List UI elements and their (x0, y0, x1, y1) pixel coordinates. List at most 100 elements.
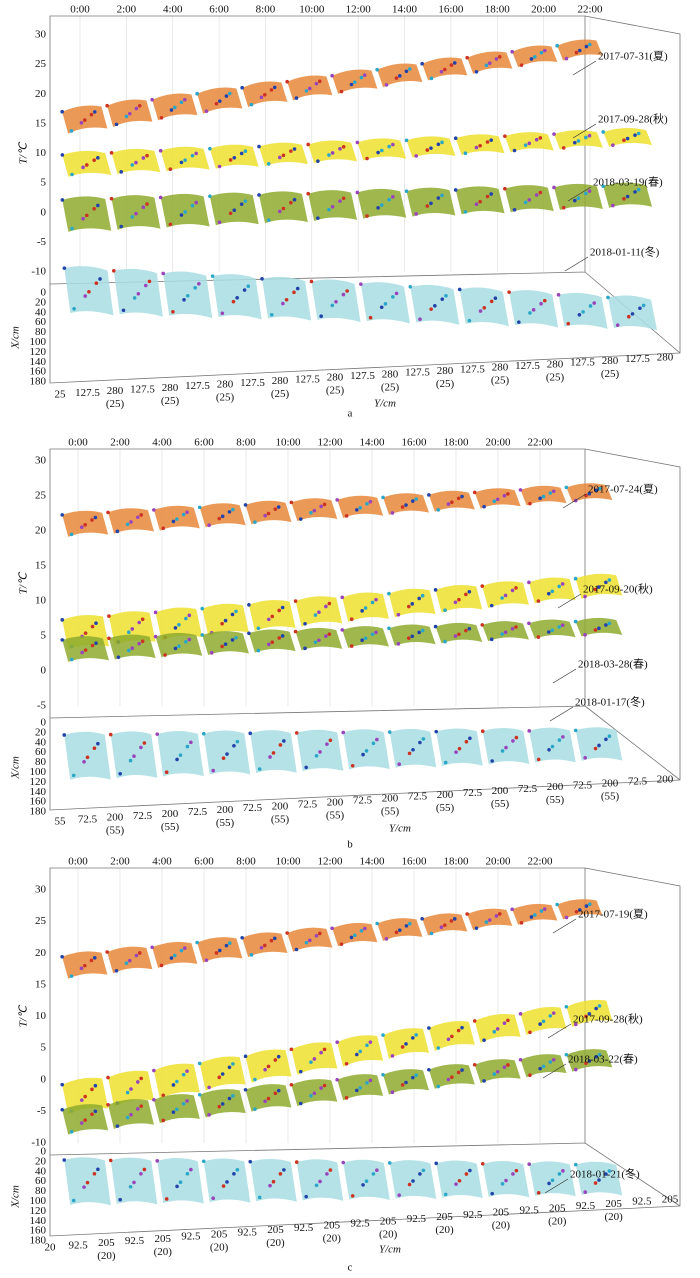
y-tick-label: 127.5 (130, 383, 155, 395)
t-tick-label: 20 (35, 947, 47, 959)
sensor-dot (352, 933, 357, 938)
sensor-dot (529, 915, 534, 919)
y-tick-label: (55) (326, 809, 345, 821)
sensor-dot (453, 136, 458, 141)
sensor-dot (84, 163, 89, 167)
sensor-dot (292, 197, 297, 202)
sensor-dot (464, 592, 468, 597)
sensor-dot (272, 85, 277, 90)
sensor-dot (304, 1194, 308, 1199)
sensor-dot (442, 67, 447, 72)
sensor-dot (468, 736, 472, 741)
frame (49, 867, 681, 1237)
sensor-dot (485, 194, 490, 199)
sensor-dot (429, 76, 434, 81)
y-tick-label: 205 (98, 1237, 115, 1249)
y-tick-label: (25) (601, 368, 620, 380)
sensor-dot (411, 1036, 415, 1040)
sensor-dot (446, 502, 451, 506)
sensor-dot (397, 74, 402, 78)
sensor-dot (552, 185, 556, 190)
sensor-dot (79, 525, 84, 529)
sensor-dot (519, 63, 524, 67)
sensor-dot (429, 201, 433, 206)
sensor-dot (583, 594, 587, 599)
y-tick-label: 92.5 (181, 1231, 201, 1243)
sensor-dot (142, 1167, 147, 1172)
sensor-dot (293, 599, 298, 603)
y-tick-label: (20) (154, 1246, 173, 1258)
sensor-dot (384, 83, 389, 87)
sensor-dot (248, 731, 253, 736)
sensor-dot (217, 948, 222, 953)
sensor-dot (181, 1101, 186, 1106)
sensor-dot (443, 608, 447, 612)
sensor-dot (450, 500, 454, 505)
sensor-dot (436, 196, 441, 200)
sensor-dot (322, 1083, 327, 1088)
sensor-dot (344, 1096, 349, 1100)
sensor-dot (220, 311, 225, 316)
sensor-dot (168, 167, 173, 171)
t-axis-label: T/℃ (18, 1004, 30, 1027)
sensor-dot (325, 742, 329, 746)
sensor-dot (278, 743, 283, 747)
sensor-dot (527, 729, 532, 733)
sensor-dot (109, 196, 114, 201)
sensor-dot (79, 1098, 84, 1102)
x-tick-label: 60 (35, 1175, 47, 1187)
sensor-dot (276, 505, 281, 509)
sensor-dot (327, 153, 331, 157)
sensor-dot (583, 633, 587, 637)
sensor-dot (62, 266, 67, 270)
sensor-dot (94, 281, 99, 286)
sensor-dot (243, 1087, 248, 1092)
sensor-dot (418, 317, 422, 322)
time-tick-label: 8:00 (256, 4, 276, 16)
sensor-dot (173, 646, 178, 651)
sensor-dot (474, 69, 479, 74)
sensor-dot (90, 643, 95, 648)
sensor-dot (330, 151, 335, 155)
sensor-dot (584, 135, 588, 140)
sensor-dot (552, 132, 556, 136)
sensor-dot (60, 109, 64, 114)
sensor-dot (164, 1197, 169, 1201)
sensor-dot (234, 609, 238, 614)
sensor-dot (538, 190, 543, 195)
sensor-dot (90, 518, 94, 522)
sensor-dot (204, 109, 209, 114)
sensor-dot (294, 731, 299, 735)
y-tick-label: (25) (161, 395, 180, 407)
sensor-dot (474, 145, 479, 150)
sensor-dot (83, 522, 87, 527)
sensor-dot (83, 294, 88, 298)
sensor-dot (137, 951, 142, 955)
sensor-dot (266, 1096, 271, 1101)
sensor-dot (440, 297, 445, 301)
sensor-dot (536, 1191, 541, 1195)
sensor-dot (214, 101, 219, 106)
sensor-dot (572, 198, 577, 203)
sensor-dot (307, 938, 312, 943)
sensor-dot (387, 144, 391, 149)
sensor-dot (314, 933, 319, 938)
sensor-dot (232, 208, 237, 213)
sensor-dot (220, 514, 225, 519)
sensor-dot (584, 1014, 588, 1019)
sensor-dot (178, 753, 183, 757)
sensor-dot (132, 1180, 136, 1185)
y-tick-label: 72.5 (408, 791, 428, 803)
sensor-dot (83, 631, 88, 635)
sensor-dot (171, 309, 175, 314)
sensor-dot (243, 503, 248, 507)
time-tick-label: 18:00 (485, 4, 511, 16)
sensor-dot (235, 1167, 240, 1172)
sensor-dot (208, 194, 212, 198)
sensor-dot (503, 593, 508, 598)
t-tick-label: 5 (41, 630, 47, 642)
sensor-dot (370, 632, 375, 637)
sensor-dot (80, 650, 84, 655)
time-tick-label: 2:00 (117, 4, 137, 16)
t-tick-label: 25 (35, 915, 47, 927)
